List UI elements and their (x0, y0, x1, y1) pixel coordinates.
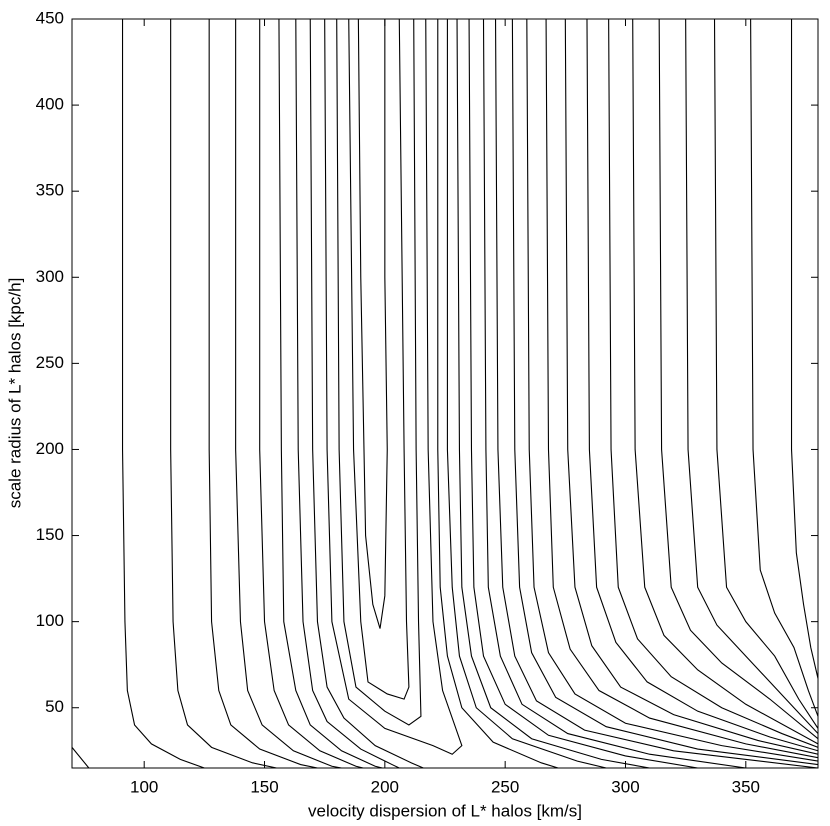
contour-line (309, 19, 424, 768)
contour-line (658, 19, 818, 740)
contour-line (72, 746, 90, 768)
x-tick-label: 150 (250, 777, 278, 796)
y-tick-label: 100 (36, 611, 64, 630)
contour-line (456, 19, 650, 768)
contour-line (336, 19, 422, 726)
contour-line (685, 19, 818, 734)
contour-line (586, 19, 818, 752)
y-tick-label: 350 (36, 181, 64, 200)
x-tick-label: 250 (491, 777, 519, 796)
y-axis-label: scale radius of L* halos [kpc/h] (5, 278, 24, 509)
contour-line (545, 19, 818, 759)
y-tick-label: 150 (36, 525, 64, 544)
contour-line (750, 19, 818, 717)
contour-line (564, 19, 818, 755)
contour-line (437, 19, 559, 768)
contour-line (790, 19, 818, 679)
contour-line (357, 19, 388, 629)
y-tick-label: 200 (36, 439, 64, 458)
contour-line (482, 19, 746, 768)
plot-frame (71, 18, 819, 769)
contour-layer (72, 19, 818, 768)
contour-line (324, 19, 463, 755)
contour-line (259, 19, 364, 768)
y-tick-label: 450 (36, 8, 64, 27)
contour-line (494, 19, 818, 768)
contour-line (511, 19, 818, 766)
y-tick-label: 250 (36, 353, 64, 372)
contour-line (713, 19, 818, 729)
contour-line (608, 19, 818, 748)
y-tick-label: 300 (36, 267, 64, 286)
contour-line (170, 19, 277, 768)
contour-line (348, 19, 410, 700)
x-axis-label: velocity dispersion of L* halos [km/s] (308, 801, 582, 820)
y-tick-label: 400 (36, 95, 64, 114)
contour-line (446, 19, 607, 768)
contour-line (121, 19, 205, 768)
x-tick-label: 200 (371, 777, 399, 796)
x-tick-label: 100 (130, 777, 158, 796)
contour-line (632, 19, 818, 745)
contour-line (468, 19, 698, 768)
contour-line (235, 19, 342, 768)
contour-line (278, 19, 383, 768)
x-tick-label: 300 (611, 777, 639, 796)
contour-line (295, 19, 400, 768)
contour-line (526, 19, 818, 762)
contour-line (208, 19, 318, 768)
x-tick-label: 350 (732, 777, 760, 796)
y-tick-label: 50 (45, 697, 64, 716)
